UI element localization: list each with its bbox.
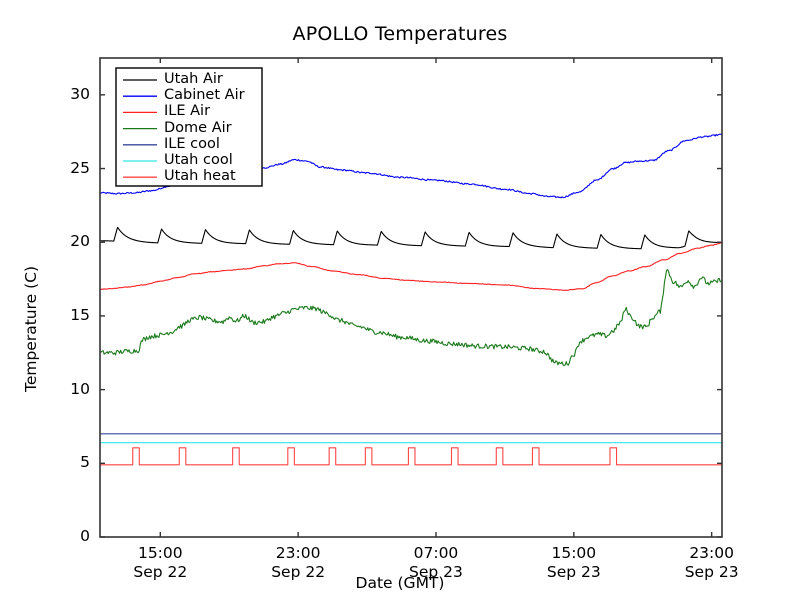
x-tick-label: 15:00 Sep 23 bbox=[514, 544, 634, 581]
y-axis-label: Temperature (C) bbox=[22, 265, 40, 392]
y-tick-label: 25 bbox=[70, 158, 90, 177]
legend-label-utah-cool: Utah cool bbox=[164, 152, 233, 168]
x-tick-date: Sep 23 bbox=[684, 563, 739, 581]
page-title: APOLLO Temperatures bbox=[292, 23, 508, 45]
legend-label-cabinet-air: Cabinet Air bbox=[164, 87, 245, 104]
series-line-ile-air bbox=[100, 242, 722, 291]
x-tick-label: 23:00 Sep 22 bbox=[238, 544, 358, 581]
axes-frame bbox=[99, 57, 723, 538]
x-tick-time: 15:00 bbox=[551, 544, 597, 562]
legend-label-utah-air: Utah Air bbox=[164, 71, 223, 87]
x-tick-time: 07:00 bbox=[413, 544, 459, 562]
x-tick-time: 23:00 bbox=[689, 544, 734, 562]
x-tick-date: Sep 22 bbox=[133, 563, 188, 581]
y-tick-label: 5 bbox=[80, 453, 90, 472]
x-tick-label: 15:00 Sep 22 bbox=[100, 544, 220, 581]
x-tick-date: Sep 22 bbox=[271, 563, 326, 581]
legend-box bbox=[115, 67, 263, 187]
x-tick-label: 07:00 Sep 23 bbox=[376, 544, 496, 581]
legend-label-ile-cool: ILE cool bbox=[164, 135, 220, 152]
x-tick-date: Sep 23 bbox=[409, 563, 463, 581]
x-tick-time: 15:00 bbox=[137, 544, 183, 562]
y-tick-label: 20 bbox=[70, 232, 90, 251]
x-tick-label: 23:00 Sep 23 bbox=[652, 544, 772, 581]
x-tick-date: Sep 23 bbox=[546, 563, 601, 581]
y-tick-label: 30 bbox=[70, 84, 90, 103]
legend-label-dome-air: Dome Air bbox=[164, 119, 232, 136]
legend-label-utah-heat: Utah heat bbox=[164, 168, 236, 185]
x-tick-time: 23:00 bbox=[275, 544, 321, 562]
y-tick-label: 15 bbox=[70, 305, 90, 324]
series-line-utah-air bbox=[100, 226, 722, 250]
legend-label-ile-air: ILE Air bbox=[164, 103, 211, 120]
y-tick-label: 10 bbox=[70, 379, 90, 398]
series-line-dome-air bbox=[100, 268, 722, 367]
y-tick-label: 0 bbox=[80, 527, 90, 545]
series-line-utah-heat bbox=[100, 447, 722, 466]
x-axis-label: Date (GMT) bbox=[355, 574, 445, 592]
